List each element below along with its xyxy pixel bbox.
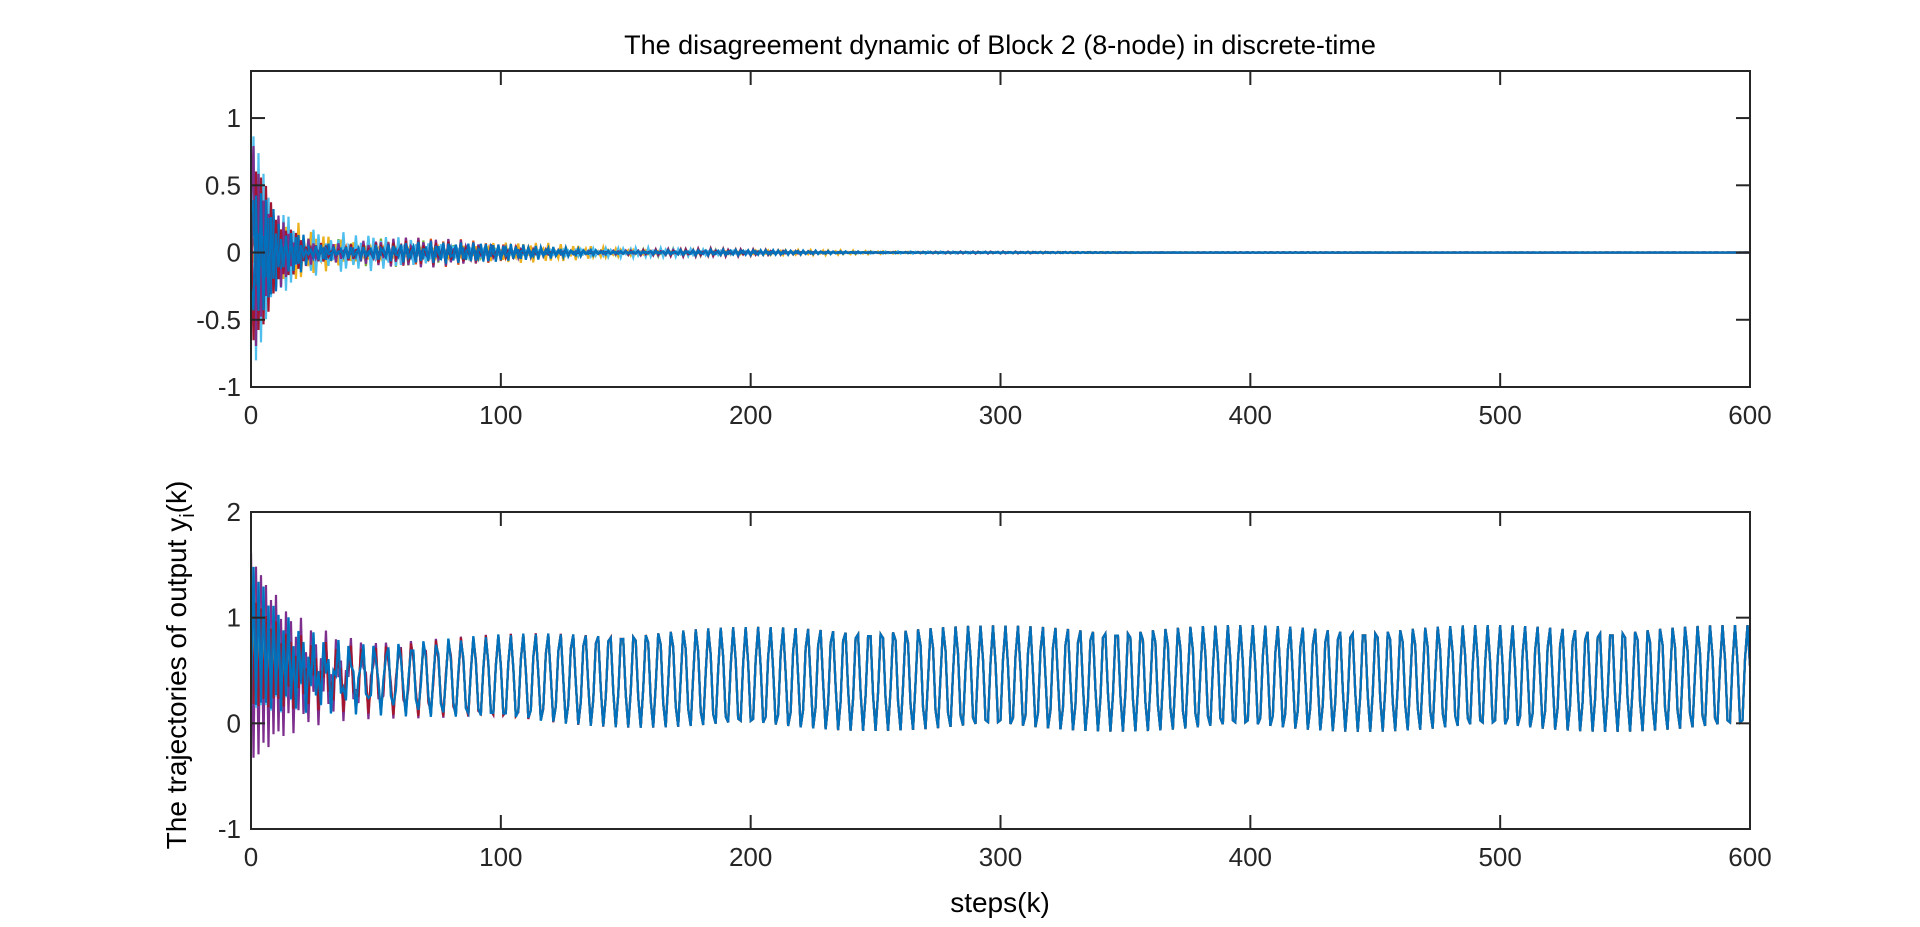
y-axis-title-tail: (k) bbox=[161, 481, 192, 514]
bottom-xtick-label: 500 bbox=[1478, 842, 1521, 872]
bottom-series-group bbox=[251, 552, 1750, 758]
bottom-ytick-label: -1 bbox=[218, 814, 241, 844]
top-series-line bbox=[251, 193, 1750, 311]
top-axes: 0 100 200 300 400 500 600 -1 -0.5 0 0.5 1 bbox=[196, 70, 1772, 430]
bottom-series-line bbox=[251, 566, 1750, 732]
top-xtick-label: 300 bbox=[979, 400, 1022, 430]
y-axis-title-subscript: i bbox=[177, 513, 199, 517]
y-axis-title: The trajectories of output yi(k) bbox=[161, 481, 199, 850]
top-xtick-label: 200 bbox=[729, 400, 772, 430]
top-ytick-label: 0.5 bbox=[205, 170, 241, 200]
top-ytick-label: -1 bbox=[218, 372, 241, 402]
bottom-ytick-label: 1 bbox=[227, 603, 241, 633]
bottom-xtick-label: 400 bbox=[1229, 842, 1272, 872]
top-xtick-label: 600 bbox=[1728, 400, 1771, 430]
bottom-xtick-label: 200 bbox=[729, 842, 772, 872]
top-ticks: 0 100 200 300 400 500 600 -1 -0.5 0 0.5 1 bbox=[196, 71, 1772, 430]
top-xtick-label: 100 bbox=[479, 400, 522, 430]
top-ytick-label: 1 bbox=[227, 103, 241, 133]
top-ytick-label: 0 bbox=[227, 238, 241, 268]
top-ytick-label: -0.5 bbox=[196, 305, 241, 335]
y-axis-title-main: The trajectories of output y bbox=[161, 518, 192, 850]
bottom-xtick-label: 600 bbox=[1728, 842, 1771, 872]
bottom-ytick-label: 2 bbox=[227, 497, 241, 527]
top-series-group bbox=[251, 136, 1750, 361]
bottom-ytick-label: 0 bbox=[227, 708, 241, 738]
bottom-xtick-label: 0 bbox=[244, 842, 258, 872]
top-xtick-label: 400 bbox=[1229, 400, 1272, 430]
chart-title: The disagreement dynamic of Block 2 (8-n… bbox=[624, 30, 1376, 60]
bottom-xtick-label: 100 bbox=[479, 842, 522, 872]
bottom-xtick-label: 300 bbox=[979, 842, 1022, 872]
top-xtick-label: 0 bbox=[244, 400, 258, 430]
x-axis-title: steps(k) bbox=[950, 887, 1050, 918]
top-xtick-label: 500 bbox=[1478, 400, 1521, 430]
